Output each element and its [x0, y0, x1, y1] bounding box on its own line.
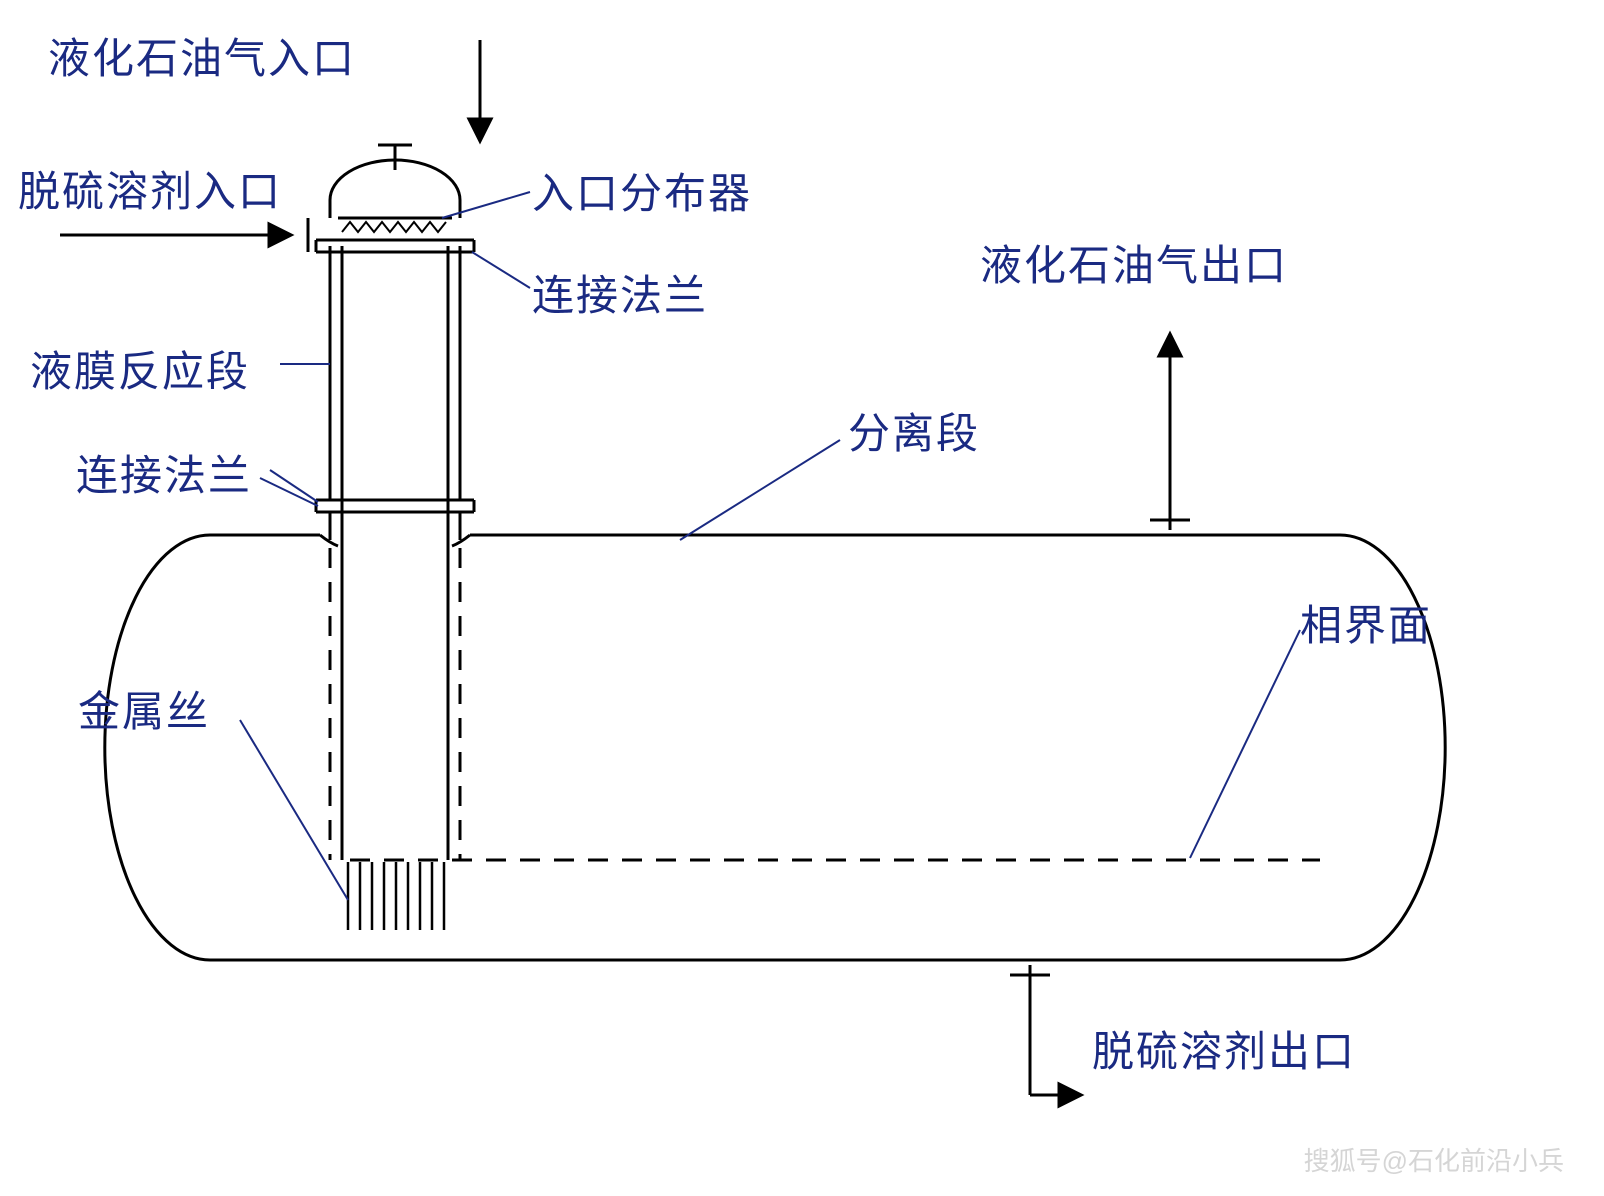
label-inlet-distributor: 入口分布器 — [532, 160, 752, 221]
label-flange-mid: 连接法兰 — [76, 442, 252, 503]
mid-flange — [316, 500, 474, 512]
reaction-column — [330, 160, 460, 860]
upper-flange — [316, 240, 474, 252]
label-flange-top: 连接法兰 — [532, 262, 708, 323]
label-metal-wire: 金属丝 — [78, 678, 210, 739]
watermark-text: 搜狐号@石化前沿小兵 — [1304, 1141, 1564, 1178]
label-solvent-outlet: 脱硫溶剂出口 — [1092, 1018, 1356, 1079]
label-solvent-inlet: 脱硫溶剂入口 — [18, 158, 282, 219]
lpg-outlet-arrow — [1150, 335, 1190, 530]
metal-wires — [348, 862, 444, 930]
lpg-inlet-arrow — [378, 40, 480, 170]
label-phase-interface: 相界面 — [1300, 592, 1432, 653]
solvent-inlet-arrow — [60, 218, 308, 252]
label-lpg-outlet: 液化石油气出口 — [980, 232, 1288, 293]
solvent-outlet-arrow — [1010, 965, 1080, 1095]
label-lpg-inlet: 液化石油气入口 — [48, 25, 356, 86]
label-separation: 分离段 — [848, 400, 980, 461]
label-film-reaction: 液膜反应段 — [30, 338, 250, 399]
leader-lines — [240, 192, 1300, 900]
